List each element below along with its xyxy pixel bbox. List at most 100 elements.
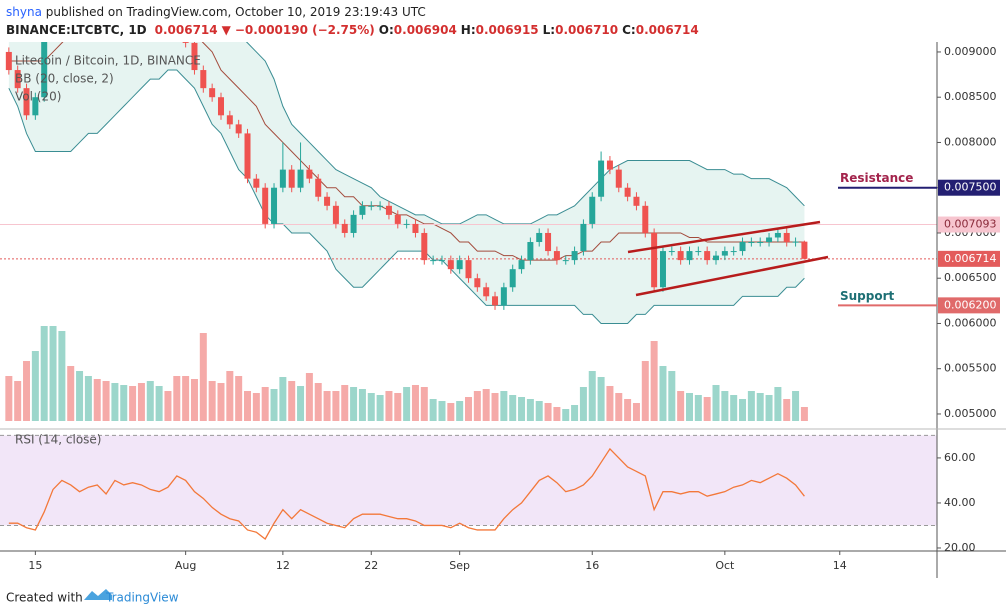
volume-bar	[694, 395, 702, 421]
volume-bar	[739, 399, 747, 421]
volume-bar	[182, 376, 190, 421]
symbol-line: BINANCE:LTCBTC, 1D 0.006714 ▼ −0.000190 (−2…	[6, 23, 699, 37]
candle-body	[359, 205, 366, 215]
author: shyna	[6, 5, 42, 19]
volume-bar	[323, 391, 331, 421]
volume-bar	[394, 393, 402, 421]
candle-body	[589, 196, 596, 224]
candle-body	[394, 214, 401, 224]
x-tick-label: Sep	[449, 559, 470, 572]
candle-body	[235, 124, 242, 134]
volume-bar	[297, 386, 305, 421]
candle-body	[456, 260, 463, 270]
change: −0.000190 (−2.75%)	[235, 23, 375, 37]
candle-body	[801, 241, 808, 259]
volume-bar	[235, 376, 243, 421]
volume-bar	[305, 373, 313, 421]
volume-bar	[403, 387, 411, 421]
candle-body	[297, 169, 304, 188]
arrow: ▼	[222, 23, 232, 37]
rsi-line	[8, 447, 805, 540]
candle-body	[438, 260, 445, 262]
candle-body	[615, 169, 622, 188]
candle-body	[200, 70, 207, 89]
candle-body	[32, 97, 39, 116]
volume-bar	[261, 387, 269, 421]
candle-body	[783, 232, 790, 243]
volume-bar	[632, 403, 640, 421]
volume-bar	[252, 393, 260, 421]
price-label-box	[938, 250, 1000, 267]
candle-body	[713, 255, 720, 261]
volume-bar	[420, 387, 428, 421]
volume-bar	[703, 397, 711, 421]
volume-bar	[341, 385, 349, 421]
x-tick-label: 15	[28, 559, 42, 572]
candle-body	[253, 178, 260, 188]
candle-body	[306, 169, 313, 179]
volume-bar	[747, 391, 755, 421]
trendline	[635, 255, 829, 297]
volume-bar	[146, 381, 154, 421]
legend-item: Litecoin / Bitcoin, 1D, BINANCE	[15, 54, 201, 68]
candle-body	[226, 115, 233, 125]
volume-bar	[677, 391, 685, 421]
candle-body	[350, 214, 357, 233]
legend-item: BB (20, close, 2)	[15, 72, 114, 86]
volume-bar	[641, 361, 649, 421]
candle-body	[651, 232, 658, 288]
candle-body	[536, 232, 543, 243]
footer-brand[interactable]: TradingView	[105, 591, 179, 605]
candle-body	[704, 251, 711, 261]
volume-bar	[783, 399, 791, 421]
ohlc-label: H:	[461, 23, 476, 37]
y-tick-label: 0.006000	[944, 316, 997, 329]
y-tick-label: 0.009000	[944, 45, 997, 58]
volume-bar	[288, 381, 296, 421]
volume-bar	[376, 395, 384, 421]
candle-body	[527, 242, 534, 261]
volume-bar	[659, 366, 667, 421]
candle-body	[23, 88, 30, 116]
candle-body	[766, 237, 773, 243]
candle-body	[403, 223, 410, 225]
rsi-legend: RSI (14, close)	[15, 433, 101, 447]
published: published on TradingView.com, October 10…	[42, 5, 426, 19]
candle-body	[341, 223, 348, 233]
candle-body	[447, 260, 454, 270]
rsi-pane	[0, 434, 937, 540]
ohlc-label: O:	[379, 23, 394, 37]
volume-bar	[668, 371, 676, 421]
volume-bar	[562, 409, 570, 421]
rsi-y-tick-label: 60.00	[944, 451, 976, 464]
ohlc-value: 0.006904	[394, 23, 457, 37]
volume-bar	[535, 401, 543, 421]
y-tick-label: 0.008500	[944, 90, 997, 103]
volume-bar	[721, 391, 729, 421]
volume-bar	[5, 376, 13, 421]
volume-bar	[120, 385, 128, 421]
volume-bar	[491, 393, 499, 421]
level-name: Support	[840, 289, 895, 303]
candle-body	[748, 242, 755, 244]
candle-body	[633, 196, 640, 206]
volume-bar	[155, 386, 163, 421]
volume-bar	[67, 366, 75, 421]
volume-bar	[58, 331, 66, 421]
volume-bar	[14, 381, 22, 421]
x-tick-label: Oct	[715, 559, 735, 572]
level-label: 0.007500	[944, 181, 997, 194]
volume-bar	[199, 333, 207, 421]
drawings: Resistance Support	[627, 171, 937, 307]
candle-body	[598, 160, 605, 197]
volume-bar	[208, 381, 216, 421]
bb-upper	[245, 42, 805, 225]
volume-bar	[358, 389, 366, 421]
volume-bar	[190, 379, 198, 421]
candle-body	[642, 205, 649, 233]
candle-body	[262, 187, 269, 224]
volume-bar	[332, 391, 340, 421]
bb-lower	[8, 69, 805, 324]
candle-body	[695, 251, 702, 253]
